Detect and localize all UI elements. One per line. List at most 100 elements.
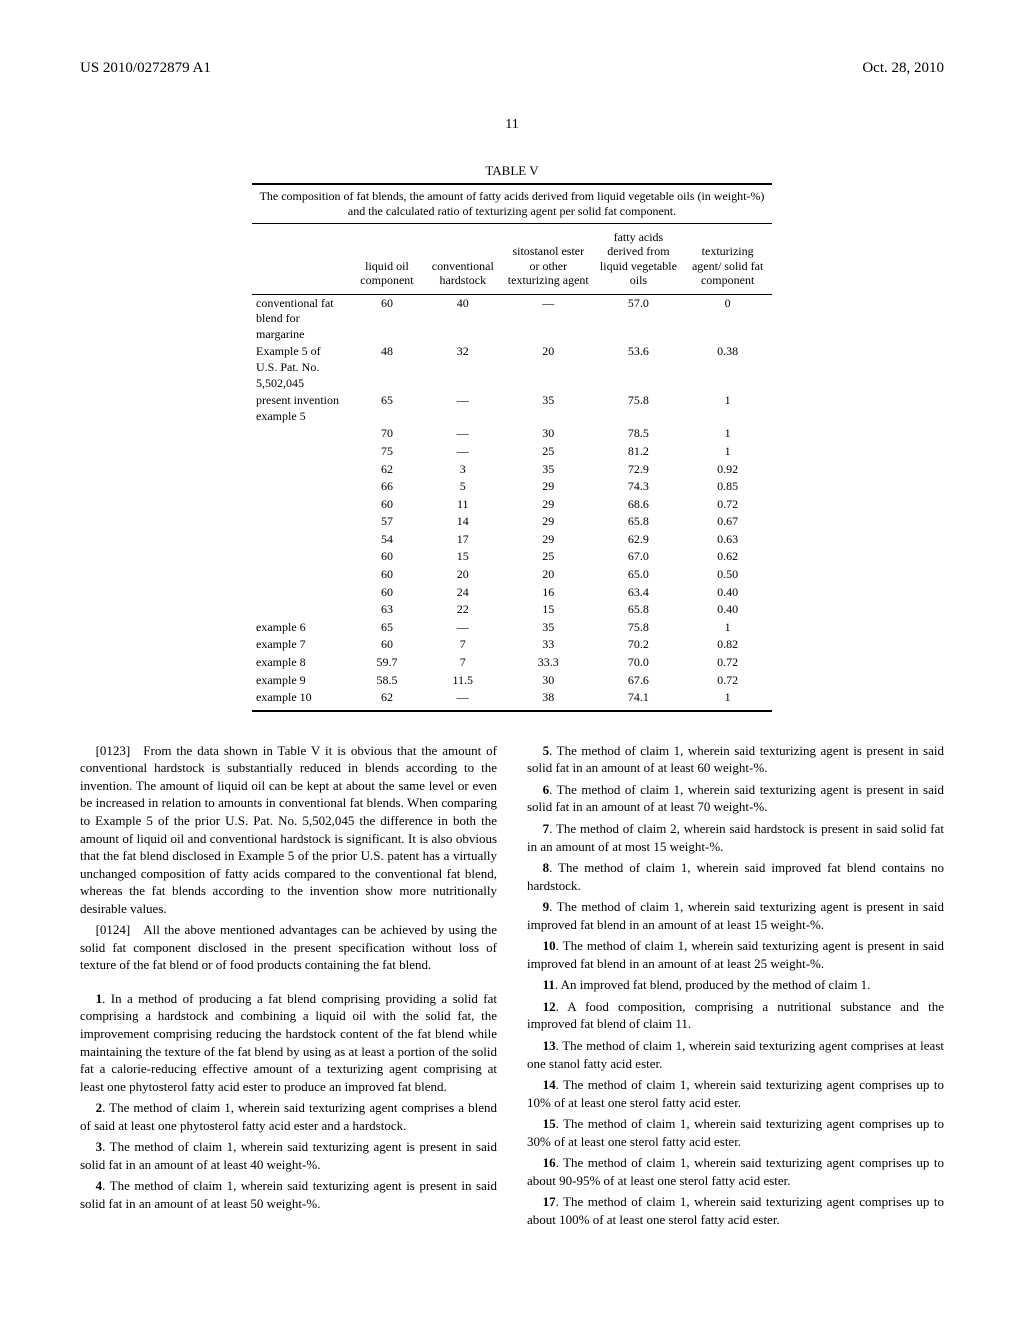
table-cell: 60 [351, 636, 422, 654]
claim-text: . The method of claim 1, wherein said te… [527, 938, 944, 971]
table-cell: example 6 [252, 619, 351, 637]
table-cell: 53.6 [594, 343, 684, 392]
table-row: 60112968.60.72 [252, 496, 772, 514]
table-row: example 958.511.53067.60.72 [252, 672, 772, 690]
table-row: 6652974.30.85 [252, 478, 772, 496]
table-cell: 25 [503, 548, 594, 566]
table-cell: — [423, 689, 503, 711]
table-row: 63221565.80.40 [252, 601, 772, 619]
table-body: conventional fat blend for margarine6040… [252, 294, 772, 711]
claim-text: . A food composition, comprising a nutri… [527, 999, 944, 1032]
claim: 2. The method of claim 1, wherein said t… [80, 1099, 497, 1134]
table-cell: 57 [351, 513, 422, 531]
table-cell: 48 [351, 343, 422, 392]
paragraph-text: From the data shown in Table V it is obv… [80, 743, 497, 916]
claim-text: . In a method of producing a fat blend c… [80, 991, 497, 1094]
table-cell: 15 [503, 601, 594, 619]
claim-text: . The method of claim 1, wherein said te… [527, 782, 944, 815]
table-header-cell [252, 224, 351, 294]
table-cell: 54 [351, 531, 422, 549]
table-cell: 66 [351, 478, 422, 496]
table-cell: 22 [423, 601, 503, 619]
table-cell: 3 [423, 461, 503, 479]
table-row: example 665—3575.81 [252, 619, 772, 637]
table-cell: 30 [503, 672, 594, 690]
table-cell: 35 [503, 619, 594, 637]
table-cell: 14 [423, 513, 503, 531]
table-cell: 25 [503, 443, 594, 461]
table-v: TABLE V The composition of fat blends, t… [252, 163, 772, 712]
table-cell: 62 [351, 461, 422, 479]
claim: 7. The method of claim 2, wherein said h… [527, 820, 944, 855]
claim: 14. The method of claim 1, wherein said … [527, 1076, 944, 1111]
table-cell: 67.0 [594, 548, 684, 566]
table-cell: — [423, 619, 503, 637]
table-cell: conventional fat blend for margarine [252, 294, 351, 343]
table-cell: 0.72 [683, 496, 772, 514]
table-cell: example 7 [252, 636, 351, 654]
table-cell: 29 [503, 531, 594, 549]
table-cell: 0.63 [683, 531, 772, 549]
page-number: 11 [80, 117, 944, 133]
table-cell: 20 [423, 566, 503, 584]
claim-text: . The method of claim 1, wherein said im… [527, 860, 944, 893]
table-cell [252, 531, 351, 549]
table-cell: 1 [683, 425, 772, 443]
table-cell: 70.2 [594, 636, 684, 654]
table-cell: 59.7 [351, 654, 422, 672]
table-cell: 0.72 [683, 672, 772, 690]
table-row: 6233572.90.92 [252, 461, 772, 479]
table-cell: 32 [423, 343, 503, 392]
table-cell: 62 [351, 689, 422, 711]
table-cell: 35 [503, 392, 594, 425]
table-cell: 65.0 [594, 566, 684, 584]
table-cell [252, 443, 351, 461]
publication-id: US 2010/0272879 A1 [80, 60, 211, 77]
table-header-cell: texturizing agent/ solid fat component [683, 224, 772, 294]
table-cell: — [423, 392, 503, 425]
table-cell: 78.5 [594, 425, 684, 443]
table-cell [252, 461, 351, 479]
claim: 15. The method of claim 1, wherein said … [527, 1115, 944, 1150]
claim-text: . The method of claim 1, wherein said te… [527, 1194, 944, 1227]
table-cell: 0.67 [683, 513, 772, 531]
table-cell [252, 478, 351, 496]
table-cell: 72.9 [594, 461, 684, 479]
table-cell: 81.2 [594, 443, 684, 461]
table-cell: 7 [423, 654, 503, 672]
table-row: conventional fat blend for margarine6040… [252, 294, 772, 343]
table-cell: 29 [503, 513, 594, 531]
table-header-cell: liquid oil component [351, 224, 422, 294]
table-cell: 29 [503, 496, 594, 514]
paragraph-number: [0124] [96, 922, 144, 937]
table-row: 75—2581.21 [252, 443, 772, 461]
paragraph-text: All the above mentioned advantages can b… [80, 922, 497, 972]
claim-number: 13 [543, 1038, 556, 1053]
table-cell: 74.3 [594, 478, 684, 496]
table-cell: 60 [351, 294, 422, 343]
table-cell: 70 [351, 425, 422, 443]
table-cell: — [503, 294, 594, 343]
table-row: example 859.7733.370.00.72 [252, 654, 772, 672]
table-cell: 16 [503, 584, 594, 602]
table-row: example 76073370.20.82 [252, 636, 772, 654]
table-cell: 65 [351, 392, 422, 425]
paragraph: [0123] From the data shown in Table V it… [80, 742, 497, 917]
table-row: 70—3078.51 [252, 425, 772, 443]
claim: 10. The method of claim 1, wherein said … [527, 937, 944, 972]
table-cell: 33 [503, 636, 594, 654]
claim-number: 10 [543, 938, 556, 953]
paragraph-number: [0123] [96, 743, 144, 758]
table-row: 57142965.80.67 [252, 513, 772, 531]
claim-text: . The method of claim 1, wherein said te… [527, 899, 944, 932]
claim-number: 14 [543, 1077, 556, 1092]
claim-number: 17 [543, 1194, 556, 1209]
table-cell: 5 [423, 478, 503, 496]
table-cell: 1 [683, 392, 772, 425]
table-cell: 38 [503, 689, 594, 711]
table-cell: 29 [503, 478, 594, 496]
table-row: 54172962.90.63 [252, 531, 772, 549]
table-cell: 11 [423, 496, 503, 514]
table-cell: 60 [351, 548, 422, 566]
page-header: US 2010/0272879 A1 Oct. 28, 2010 [80, 60, 944, 77]
